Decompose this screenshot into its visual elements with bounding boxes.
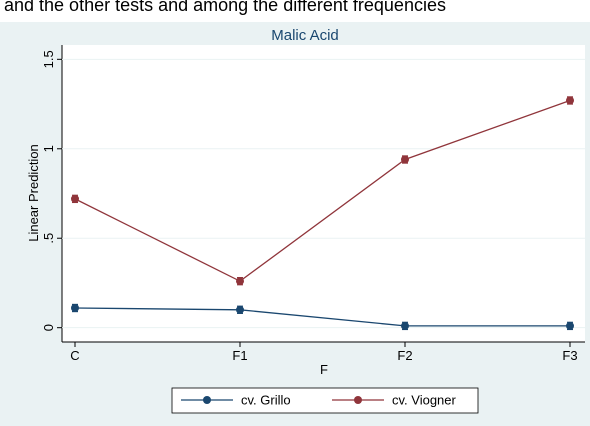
y-tick-label: 1 (41, 145, 56, 152)
y-tick-label: .5 (41, 233, 56, 244)
point (71, 304, 79, 313)
series-line (74, 307, 570, 327)
x-tick-label: C (70, 348, 79, 363)
legend-marker (203, 396, 211, 404)
legend-label: cv. Grillo (241, 393, 291, 408)
series-line (74, 99, 571, 282)
legend-label: cv. Viogner (392, 393, 457, 408)
y-tick-label: 0 (41, 324, 56, 331)
x-tick-label: F3 (562, 348, 577, 363)
x-tick-label: F1 (232, 348, 247, 363)
point (566, 321, 574, 330)
cropped-text: and the other tests and among the differ… (4, 0, 446, 15)
point (401, 321, 409, 330)
point (71, 194, 79, 203)
point (236, 305, 244, 314)
x-axis-label: F (320, 362, 328, 377)
point (236, 277, 244, 286)
x-tick-label: F2 (397, 348, 412, 363)
y-tick-label: 1.5 (41, 50, 56, 68)
legend-marker (354, 396, 362, 404)
plot-area (62, 45, 585, 342)
y-axis-label: Linear Prediction (26, 144, 41, 242)
point (566, 96, 574, 105)
point (401, 155, 409, 164)
chart-title: Malic Acid (271, 27, 339, 44)
